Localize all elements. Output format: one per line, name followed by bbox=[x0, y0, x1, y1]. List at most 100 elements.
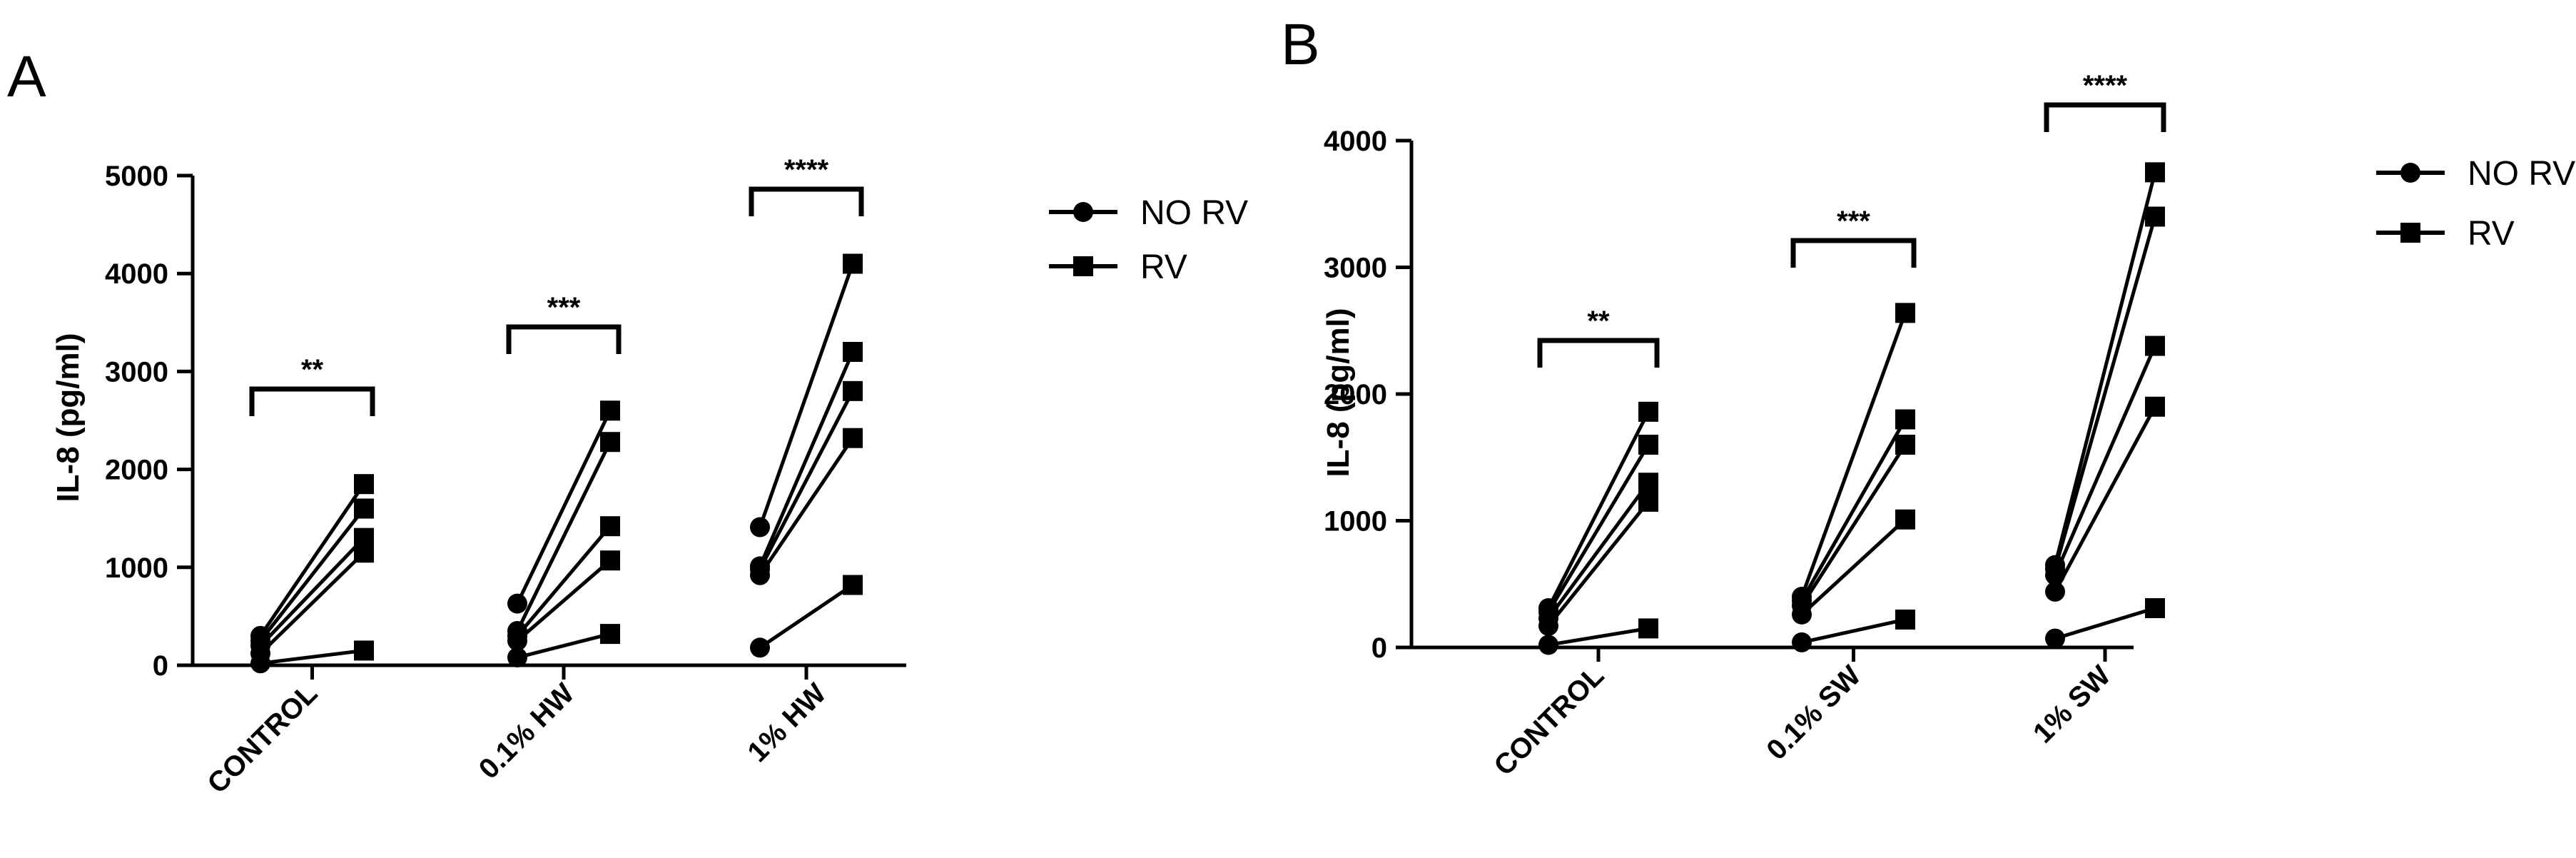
pair-line bbox=[516, 559, 612, 642]
panel-b: B 0 1000 2000 3000 4000 IL-8 (pg/ml) CONTROL 0.1… bbox=[1281, 12, 2575, 782]
pair-line bbox=[759, 583, 854, 650]
x-category-label: CONTROL bbox=[1488, 660, 1610, 782]
rv-point bbox=[354, 498, 374, 519]
x-category-label: 0.1% HW bbox=[473, 677, 581, 785]
legend-circle-marker bbox=[2400, 163, 2420, 183]
pair-line bbox=[1800, 518, 1907, 616]
pair-line bbox=[2053, 216, 2157, 570]
rv-point bbox=[843, 380, 863, 401]
no-rv-point bbox=[750, 517, 770, 537]
pair-line bbox=[758, 437, 855, 577]
pair-line bbox=[1546, 410, 1650, 610]
pair-line bbox=[2054, 606, 2156, 640]
x-category-label: CONTROL bbox=[201, 677, 323, 799]
pair-line bbox=[259, 551, 365, 655]
significance-label: *** bbox=[1837, 206, 1870, 237]
pair-line bbox=[758, 350, 855, 567]
rv-point bbox=[1895, 303, 1915, 323]
panel-a: A 0 1000 2000 3000 4000 5000 IL-8 (pg/ml) CONTRO… bbox=[7, 44, 1248, 799]
no-rv-point bbox=[2045, 628, 2065, 649]
rv-point bbox=[2145, 335, 2165, 356]
significance-label: ** bbox=[301, 354, 324, 385]
rv-point bbox=[354, 640, 374, 661]
legend-label: RV bbox=[2468, 215, 2515, 253]
pair-line bbox=[258, 483, 366, 637]
significance-bracket bbox=[2044, 102, 2166, 132]
rv-point bbox=[843, 253, 863, 274]
pair-line bbox=[1800, 443, 1907, 607]
legend-square-marker bbox=[2400, 223, 2420, 243]
pair-line bbox=[758, 390, 855, 570]
no-rv-point bbox=[507, 620, 527, 641]
rv-point bbox=[1895, 609, 1915, 630]
pair-line bbox=[1546, 443, 1650, 613]
y-axis-title: IL-8 (pg/ml) bbox=[1321, 308, 1356, 477]
y-tick-label: 3000 bbox=[105, 356, 168, 388]
pair-line bbox=[1800, 418, 1907, 602]
significance-bracket bbox=[249, 386, 375, 416]
rv-point bbox=[600, 400, 620, 421]
y-axis-title: IL-8 (pg/ml) bbox=[51, 333, 86, 502]
no-rv-point bbox=[507, 647, 527, 668]
pair-line bbox=[260, 648, 365, 665]
rv-point bbox=[600, 432, 620, 453]
y-tick-label: 2000 bbox=[1324, 379, 1387, 410]
no-rv-point bbox=[1792, 587, 1812, 607]
pair-line bbox=[259, 507, 365, 642]
rv-point bbox=[1895, 509, 1915, 530]
significance-bracket bbox=[1790, 238, 1917, 268]
significance-label: *** bbox=[547, 292, 581, 323]
rv-point bbox=[2145, 206, 2165, 227]
pair-line bbox=[2053, 345, 2157, 576]
rv-point bbox=[2145, 597, 2165, 618]
x-category-label: 1% HW bbox=[741, 677, 832, 768]
y-tick-label: 1000 bbox=[105, 552, 168, 584]
rv-point bbox=[1638, 473, 1658, 493]
pair-line bbox=[1801, 617, 1906, 645]
no-rv-point bbox=[1792, 632, 1812, 652]
no-rv-point bbox=[1538, 635, 1558, 655]
no-rv-point bbox=[2045, 581, 2065, 602]
significance-bracket bbox=[506, 324, 622, 354]
legend: NO RV RV bbox=[2376, 155, 2575, 253]
pair-line bbox=[1547, 500, 1650, 627]
x-category-label: 1% SW bbox=[2027, 660, 2117, 750]
y-tick-label: 3000 bbox=[1324, 253, 1387, 284]
y-tick-label: 5000 bbox=[105, 161, 168, 192]
no-rv-point bbox=[750, 637, 770, 658]
significance-bracket bbox=[1537, 338, 1660, 368]
rv-point bbox=[600, 516, 620, 537]
rv-point bbox=[1638, 491, 1658, 512]
y-tick-label: 4000 bbox=[105, 258, 168, 290]
rv-point bbox=[843, 341, 863, 362]
no-rv-point bbox=[250, 625, 270, 646]
y-tick-label: 4000 bbox=[1324, 126, 1387, 157]
y-tick-label: 0 bbox=[1371, 632, 1387, 664]
pair-line bbox=[516, 525, 612, 637]
rv-point bbox=[1638, 618, 1658, 639]
pair-line bbox=[1546, 481, 1650, 620]
rv-point bbox=[600, 550, 620, 571]
rv-point bbox=[1895, 409, 1915, 430]
rv-point bbox=[354, 474, 374, 495]
significance-label: ** bbox=[1587, 306, 1610, 337]
rv-point bbox=[1638, 401, 1658, 422]
no-rv-point bbox=[507, 593, 527, 614]
pair-line bbox=[515, 410, 612, 605]
pair-line bbox=[517, 632, 611, 660]
rv-point bbox=[843, 575, 863, 595]
significance-bracket bbox=[749, 186, 864, 216]
legend-label: NO RV bbox=[2468, 155, 2575, 193]
legend: NO RV RV bbox=[1049, 194, 1248, 286]
rv-point bbox=[1895, 435, 1915, 455]
y-tick-label: 1000 bbox=[1324, 506, 1387, 537]
pair-line bbox=[758, 263, 855, 528]
no-rv-point bbox=[1538, 597, 1558, 618]
legend-label: NO RV bbox=[1140, 194, 1248, 232]
pair-line bbox=[2053, 171, 2157, 566]
legend-label: RV bbox=[1140, 248, 1187, 286]
panel-letter: B bbox=[1281, 12, 1320, 77]
panel-letter: A bbox=[7, 44, 46, 109]
y-tick-label: 2000 bbox=[105, 455, 168, 486]
